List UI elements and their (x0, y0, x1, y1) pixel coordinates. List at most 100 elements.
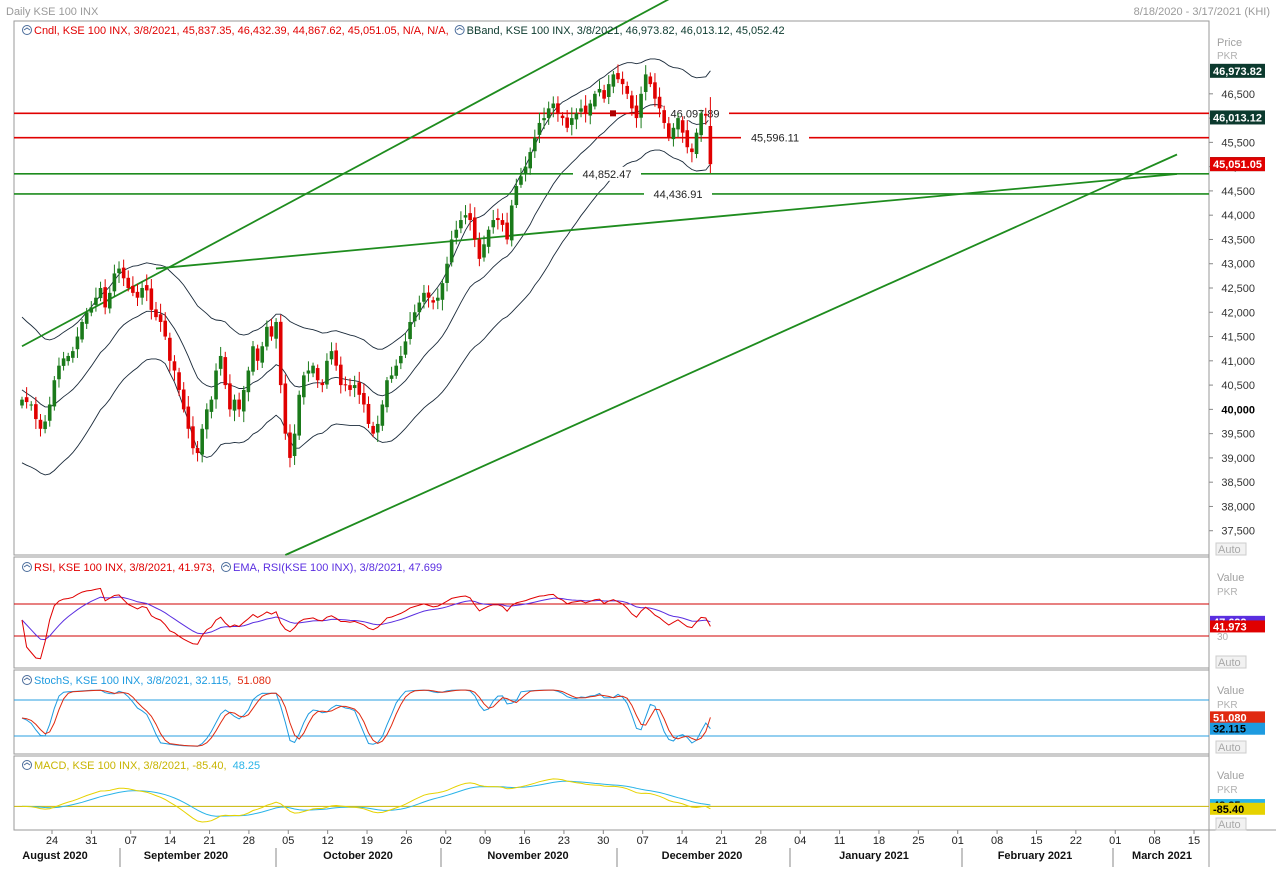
auto-scale-button-rsi[interactable]: Auto (1215, 655, 1247, 669)
candle-up (597, 88, 602, 93)
x-month-label: October 2020 (323, 850, 393, 862)
x-month-label: November 2020 (487, 850, 568, 862)
candle-up (445, 263, 449, 283)
candle-up (20, 399, 24, 406)
x-day-label: 14 (676, 835, 688, 847)
x-month-label: December 2020 (662, 850, 743, 862)
candle-down (334, 350, 338, 366)
auto-label: Auto (1218, 657, 1241, 669)
x-day-label: 30 (597, 835, 609, 847)
x-day-label: 05 (282, 835, 294, 847)
candle-up (89, 307, 94, 313)
x-day-label: 23 (558, 835, 570, 847)
x-day-label: 19 (361, 835, 373, 847)
stoch-k-line (21, 689, 711, 747)
candle-down (126, 277, 131, 288)
indicator-icon-glyph (222, 564, 230, 568)
price-legend-text: Cndl, KSE 100 INX, 3/8/2021, 45,837.35, … (34, 25, 449, 37)
candle-up (43, 421, 47, 430)
candle-down (158, 314, 163, 322)
rsi-axis-unit: PKR (1217, 587, 1238, 598)
candle-down (366, 403, 371, 424)
x-day-label: 16 (518, 835, 530, 847)
x-day-label: 21 (203, 835, 215, 847)
indicator-icon (22, 562, 32, 572)
level-label: 44,852.47 (583, 169, 632, 181)
price-tag-label: 46,013.12 (1213, 112, 1262, 124)
candle-up (302, 375, 306, 398)
candle-up (588, 103, 593, 116)
candle-up (292, 433, 297, 457)
candle-down (163, 320, 168, 337)
indicator-icon-glyph (23, 27, 31, 31)
candle-down (177, 372, 181, 390)
candle-down (468, 213, 472, 221)
price-tick-label: 39,000 (1221, 453, 1255, 465)
candle-up (606, 84, 611, 97)
level-label-bg (644, 186, 712, 201)
price-tick-label: 46,500 (1221, 89, 1255, 101)
candle-up (61, 358, 66, 366)
x-day-label: 31 (85, 835, 97, 847)
level-anchor-marker (610, 110, 616, 117)
trend-line (21, 0, 670, 348)
x-day-label: 22 (1070, 835, 1082, 847)
price-tick-label: 41,000 (1221, 356, 1255, 368)
price-tick-label: 40,000 (1221, 404, 1255, 416)
candle-down (362, 392, 366, 405)
candle-up (306, 370, 311, 374)
candle-up (403, 341, 408, 355)
candle-down (630, 95, 634, 109)
candle-down (431, 300, 435, 303)
x-day-label: 18 (873, 835, 885, 847)
candle-up (579, 108, 583, 112)
rsi-ema-line (21, 596, 711, 641)
candle-down (186, 406, 191, 429)
candle-up (325, 360, 329, 385)
candle-up (436, 297, 440, 301)
price-tick-label: 43,500 (1221, 234, 1255, 246)
price-tick-label: 38,000 (1221, 501, 1255, 513)
candle-up (440, 283, 445, 300)
x-day-label: 24 (46, 835, 58, 847)
candle-up (389, 375, 394, 379)
rsi-line (21, 587, 711, 660)
candle-down (500, 220, 505, 225)
stoch-axis-title: Value (1217, 685, 1244, 697)
price-axis-title: Price (1217, 37, 1242, 49)
price-tick-label: 37,500 (1221, 526, 1255, 538)
price-axis-unit: PKR (1217, 51, 1238, 62)
price-tag (1210, 110, 1265, 125)
auto-scale-button-macd[interactable]: Auto (1215, 817, 1247, 831)
candle-down (662, 110, 666, 123)
x-day-label: 09 (479, 835, 491, 847)
candle-up (639, 93, 643, 118)
candle-up (80, 321, 84, 340)
candle-up (491, 220, 496, 228)
candle-down (556, 103, 560, 114)
candle-down (648, 76, 653, 85)
price-tick-label: 42,000 (1221, 307, 1255, 319)
price-tick-label: 45,500 (1221, 137, 1255, 149)
candle-down (149, 288, 154, 310)
x-day-label: 08 (991, 835, 1003, 847)
candle-down (144, 285, 149, 291)
candle-up (84, 312, 89, 324)
candle-up (385, 380, 389, 408)
auto-scale-button-price[interactable]: Auto (1215, 542, 1247, 556)
x-month-label: September 2020 (144, 850, 228, 862)
candle-down (38, 419, 43, 429)
level-label-bg (741, 130, 809, 145)
candle-up (509, 205, 514, 241)
auto-scale-button-stoch[interactable]: Auto (1215, 740, 1247, 754)
candle-up (514, 186, 519, 206)
candle-down (348, 385, 352, 390)
macd-value-tag (1210, 802, 1265, 815)
candle-up (611, 74, 616, 87)
candle-up (537, 122, 542, 135)
candle-up (246, 370, 251, 393)
candle-up (643, 74, 648, 92)
candle-up (528, 152, 532, 169)
